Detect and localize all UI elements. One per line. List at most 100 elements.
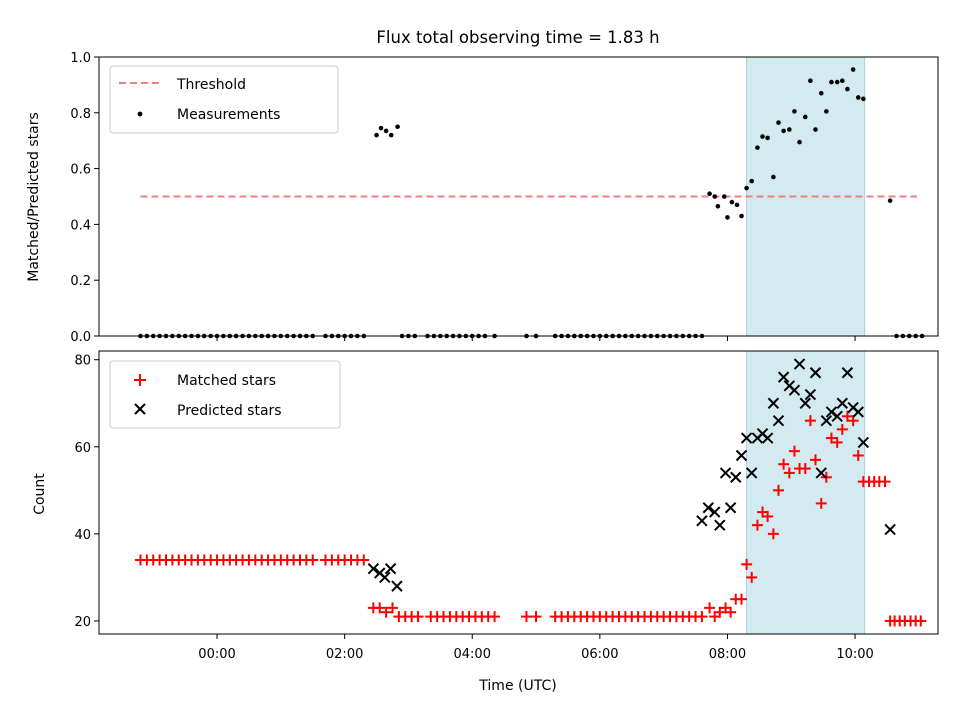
predicted-star-point — [815, 467, 827, 479]
predicted-star-point — [745, 467, 758, 479]
legend-predicted-label: Predicted stars — [177, 403, 282, 419]
matched-stars-points — [134, 410, 927, 627]
measurement-point — [834, 79, 840, 85]
bottom-axes-frame — [98, 350, 939, 635]
x-tick-label: 10:00 — [836, 647, 873, 662]
legend-threshold-label: Threshold — [176, 77, 246, 93]
matched-star-point — [831, 436, 843, 448]
matched-star-point — [735, 593, 747, 605]
measurement-point — [829, 79, 834, 85]
matched-star-point — [380, 606, 392, 618]
measurement-point — [861, 96, 866, 102]
measurement-point — [395, 124, 400, 130]
measurement-point — [787, 127, 792, 132]
measurement-point — [744, 185, 749, 191]
top-y-ticks: 0.0 0.2 0.4 0.6 0.8 1.0 — [70, 51, 99, 345]
matched-star-point — [412, 611, 424, 623]
predicted-star-point — [852, 406, 864, 418]
y-tick-label: 60 — [74, 441, 91, 456]
y-tick-label: 0.8 — [70, 107, 91, 122]
y-tick-label: 0.4 — [70, 218, 91, 233]
legend-predicted-swatch — [134, 403, 146, 415]
measurement-point — [792, 109, 797, 114]
y-tick: 40 — [74, 528, 99, 543]
measurement-point — [760, 134, 765, 139]
x-tick-label: 00:00 — [198, 647, 235, 662]
matched-star-point — [783, 467, 795, 479]
measurement-point — [813, 127, 818, 132]
measurement-point — [808, 78, 813, 84]
measurement-point — [749, 178, 754, 184]
x-tick: 02:00 — [326, 634, 363, 662]
measurement-point — [845, 86, 850, 92]
matched-star-point — [741, 558, 753, 570]
measurement-point — [776, 120, 781, 125]
predicted-star-point — [719, 467, 732, 479]
y-tick: 1.0 — [70, 51, 99, 66]
measurement-point — [721, 194, 727, 199]
bottom-y-axis-label: Count — [32, 473, 48, 515]
measurement-point — [712, 194, 717, 199]
predicted-star-point — [730, 471, 742, 483]
x-tick: 04:00 — [454, 634, 491, 662]
x-tick: 10:00 — [836, 634, 874, 662]
predicted-star-point — [831, 410, 843, 423]
measurement-point — [855, 95, 861, 100]
predicted-star-point — [809, 367, 822, 379]
x-tick-label: 08:00 — [709, 647, 746, 662]
predicted-star-point — [740, 432, 753, 444]
matched-star-point — [530, 611, 542, 623]
measurement-point — [715, 203, 721, 209]
matched-star-point — [836, 423, 848, 435]
measurement-point — [374, 132, 379, 138]
matched-star-point — [358, 554, 370, 566]
x-tick-label: 04:00 — [454, 647, 491, 662]
matched-star-point — [520, 611, 532, 623]
matched-star-point — [725, 606, 737, 618]
bottom-x-ticks: 00:00 02:00 04:00 06:00 08:00 10:00 — [198, 634, 874, 662]
predicted-star-point — [788, 384, 801, 396]
top-axes-frame — [98, 56, 939, 337]
measurement-point — [850, 67, 856, 72]
predicted-star-point — [696, 515, 708, 527]
y-tick-label: 80 — [74, 354, 91, 369]
top-legend: Threshold Measurements — [109, 65, 339, 134]
matched-star-point — [762, 510, 774, 522]
y-tick: 80 — [74, 354, 99, 369]
predicted-star-point — [804, 388, 817, 401]
matched-star-point — [915, 615, 927, 627]
predicted-star-point — [857, 436, 870, 449]
predicted-star-point — [735, 449, 748, 462]
measurement-point — [729, 199, 735, 205]
y-tick: 0.4 — [70, 218, 99, 233]
matched-star-point — [825, 432, 837, 444]
top-panel: 0.0 0.2 0.4 0.6 0.8 1.0 Matched/Predicted sta… — [26, 51, 939, 345]
measurement-point — [818, 90, 824, 96]
top-legend-box — [109, 65, 339, 134]
legend-measurements-label: Measurements — [177, 107, 280, 123]
predicted-star-point — [836, 397, 849, 409]
bottom-legend: Matched stars Predicted stars — [109, 360, 341, 429]
measurement-point — [797, 139, 802, 145]
y-tick: 0.6 — [70, 163, 99, 178]
y-tick-label: 0.6 — [70, 163, 91, 178]
predicted-star-point — [761, 432, 774, 444]
measurement-point — [802, 114, 808, 120]
legend-matched-swatch — [134, 374, 146, 386]
matched-star-point — [772, 484, 784, 496]
matched-star-point — [804, 415, 816, 427]
predicted-star-point — [841, 367, 854, 379]
y-tick: 20 — [74, 615, 99, 630]
matched-star-point — [746, 571, 758, 583]
y-tick-label: 40 — [74, 528, 91, 543]
matched-star-point — [489, 611, 501, 623]
x-axis-label: Time (UTC) — [478, 678, 556, 694]
matched-star-point — [778, 458, 790, 470]
y-tick-label: 20 — [74, 615, 91, 630]
predicted-star-point — [884, 523, 896, 536]
x-tick-label: 02:00 — [326, 647, 363, 662]
measurement-point — [824, 109, 829, 114]
predicted-star-point — [379, 571, 391, 584]
y-tick-label: 1.0 — [70, 51, 91, 66]
